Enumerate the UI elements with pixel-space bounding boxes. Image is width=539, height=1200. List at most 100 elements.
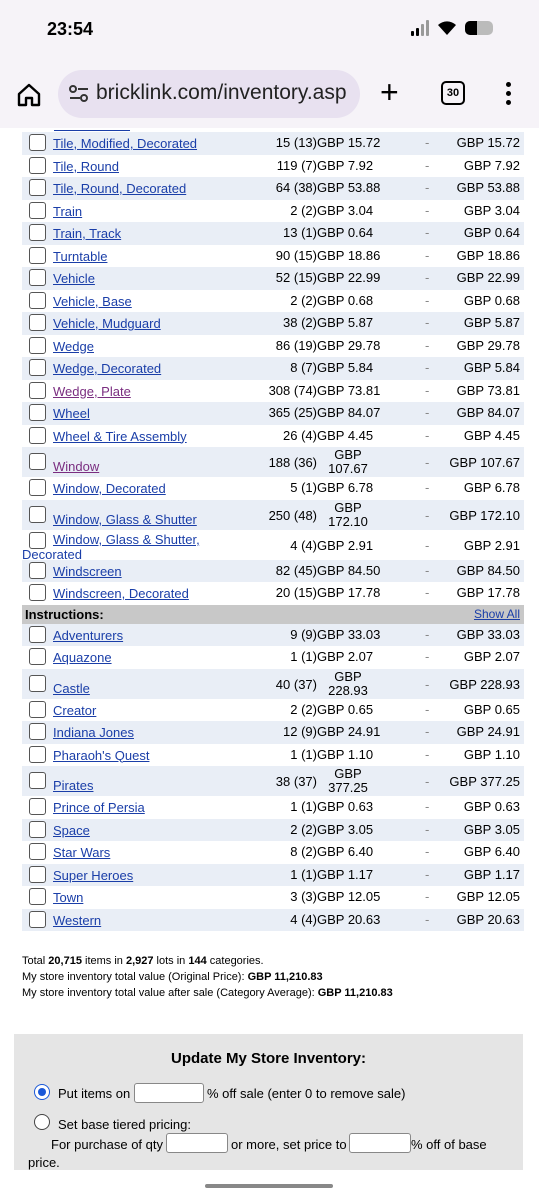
show-all-link[interactable]: Show All [473,606,520,621]
category-link[interactable]: Window, Decorated [53,481,166,496]
home-indicator[interactable] [205,1184,333,1188]
category-link[interactable]: Windscreen [53,563,122,579]
category-link[interactable]: Pharaoh's Quest [53,747,150,763]
sale-label: Put items on [58,1086,131,1101]
category-link[interactable]: Vehicle, Base [53,293,132,309]
row-checkbox[interactable] [29,381,46,399]
category-link[interactable]: Prince of Persia [53,800,145,815]
category-link[interactable]: Window, Glass & Shutter [53,511,197,527]
category-link[interactable]: Pirates [53,778,94,793]
row-checkbox[interactable] [29,745,46,763]
row-checkbox[interactable] [29,359,46,376]
row-checkbox[interactable] [29,505,46,523]
site-settings-icon[interactable] [68,84,90,104]
row-checkbox[interactable] [29,888,46,905]
category-link[interactable]: Window [53,459,100,474]
tier-percent-input[interactable] [349,1133,411,1153]
category-link[interactable]: Vehicle [53,271,95,286]
item-price: GBP 0.65 [317,701,374,717]
category-link[interactable]: Town [53,890,84,905]
item-total: GBP 22.99 [456,270,520,285]
item-total: GBP 15.72 [456,135,520,150]
row-checkbox[interactable] [29,700,46,718]
row-checkbox[interactable] [29,865,46,883]
category-link[interactable]: Aquazone [53,650,112,665]
item-price: GBP 1.10 [317,746,374,762]
row-checkbox[interactable] [29,772,46,789]
category-link[interactable]: Wedge [53,338,94,354]
row-checkbox[interactable] [29,246,46,264]
category-link[interactable]: Space [53,822,90,838]
category-link[interactable]: Castle [53,680,90,696]
item-quantity: 15 (13) [275,135,317,150]
category-link[interactable]: Tile, Modified, Decorated [53,136,198,151]
row-checkbox[interactable] [29,531,46,549]
row-checkbox[interactable] [29,820,46,838]
item-price: GBP 2.07 [317,649,374,664]
clipped-link [54,128,130,131]
category-link[interactable]: Train [53,203,83,219]
price-value: 107.67 [328,461,368,476]
row-checkbox[interactable] [29,479,46,496]
home-icon[interactable] [16,82,42,108]
row-checkbox[interactable] [29,314,46,331]
address-bar[interactable]: bricklink.com/inventory.asp [58,70,360,118]
row-checkbox[interactable] [29,291,46,309]
row-checkbox[interactable] [29,674,46,692]
item-price: GBP 107.67 [317,448,379,476]
category-link[interactable]: Windscreen, Decorated [53,586,189,601]
row-checkbox[interactable] [29,798,46,815]
page-content: Tile, Modified, Decorated 15 (13) GBP 15.7… [10,128,529,1170]
category-link[interactable]: Turntable [53,248,108,264]
category-link[interactable]: Adventurers [53,627,124,643]
row-checkbox[interactable] [29,625,46,643]
category-link[interactable]: Window, Glass & Shutter, Decorated [22,532,200,562]
row-checkbox[interactable] [29,843,46,860]
item-quantity: 1 (1) [290,799,317,814]
table-row: Tile, Round, Decorated 64 (38) GBP 53.88- G… [22,177,524,200]
category-link[interactable]: Star Wars [53,845,111,860]
item-price: GBP 53.88 [317,180,381,195]
row-checkbox[interactable] [29,404,46,421]
tier-qty-input[interactable] [166,1133,228,1153]
category-link[interactable]: Wheel [53,406,90,421]
category-link[interactable]: Wheel & Tire Assembly [53,428,187,444]
row-checkbox[interactable] [29,910,46,928]
table-row: Wheel 365 (25) GBP 84.07- GBP 84.07 [22,402,524,425]
category-link[interactable]: Western [53,912,102,928]
row-checkbox[interactable] [29,201,46,219]
row-checkbox[interactable] [29,723,46,740]
row-checkbox[interactable] [29,134,46,151]
price-separator: - [425,626,430,642]
item-quantity: 250 (48) [268,507,317,523]
row-checkbox[interactable] [29,648,46,665]
row-checkbox[interactable] [29,179,46,196]
category-link[interactable]: Vehicle, Mudguard [53,316,161,331]
category-link[interactable]: Wedge, Plate [53,383,131,399]
sale-radio[interactable] [34,1084,50,1100]
category-link[interactable]: Train, Track [53,226,122,241]
row-checkbox[interactable] [29,156,46,174]
item-quantity: 365 (25) [268,405,317,420]
new-tab-icon[interactable]: + [380,74,399,110]
row-checkbox[interactable] [29,269,46,286]
tiered-pricing-radio[interactable] [34,1114,50,1130]
row-checkbox[interactable] [29,336,46,354]
category-link[interactable]: Creator [53,702,97,718]
price-separator: - [425,537,430,553]
menu-icon[interactable] [506,82,512,109]
row-checkbox[interactable] [29,224,46,241]
row-checkbox[interactable] [29,561,46,579]
row-checkbox[interactable] [29,426,46,444]
category-link[interactable]: Indiana Jones [53,725,134,740]
tab-switcher-button[interactable]: 30 [441,81,465,105]
row-checkbox[interactable] [29,453,46,470]
category-link[interactable]: Super Heroes [53,867,134,883]
sale-percent-input[interactable] [134,1083,204,1103]
category-link[interactable]: Tile, Round, Decorated [53,181,187,196]
status-bar: 23:54 [0,0,539,62]
category-link[interactable]: Tile, Round [53,158,119,174]
row-checkbox[interactable] [29,584,46,601]
item-total: GBP 84.07 [456,405,520,420]
category-link[interactable]: Wedge, Decorated [53,361,162,376]
